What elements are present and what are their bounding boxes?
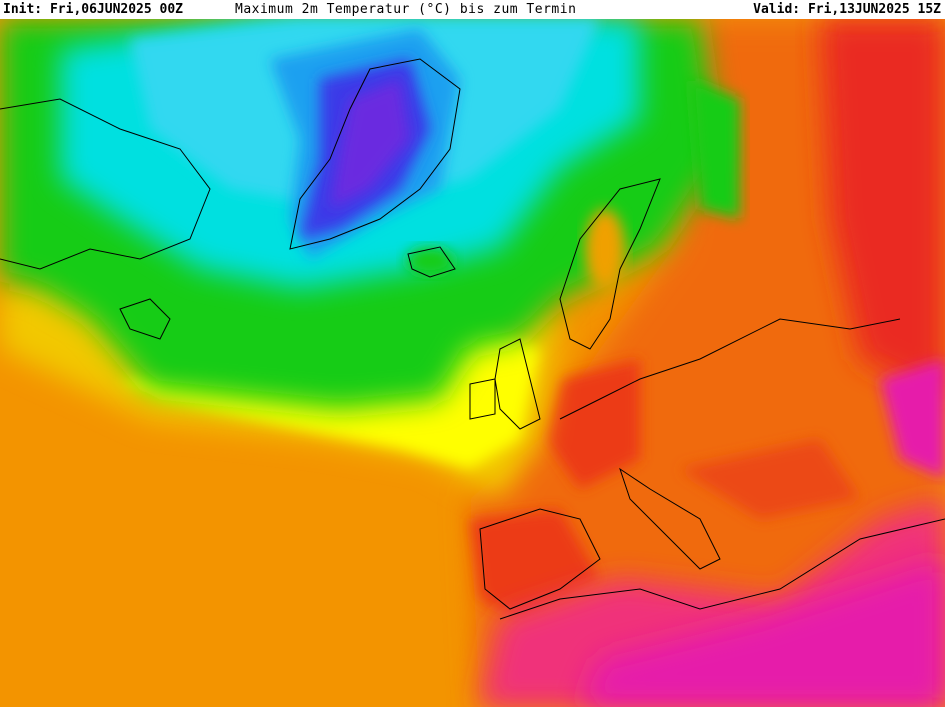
coastlines xyxy=(0,58,945,620)
temperature-field xyxy=(0,19,945,707)
valid-time: Valid: Fri,13JUN2025 15Z xyxy=(753,2,941,17)
init-time: Init: Fri,06JUN2025 00Z xyxy=(3,2,184,17)
map-title: Maximum 2m Temperatur (°C) bis zum Termi… xyxy=(235,2,577,17)
header: Init: Fri,06JUN2025 00Z Maximum 2m Tempe… xyxy=(0,0,945,19)
temperature-map xyxy=(0,19,945,707)
